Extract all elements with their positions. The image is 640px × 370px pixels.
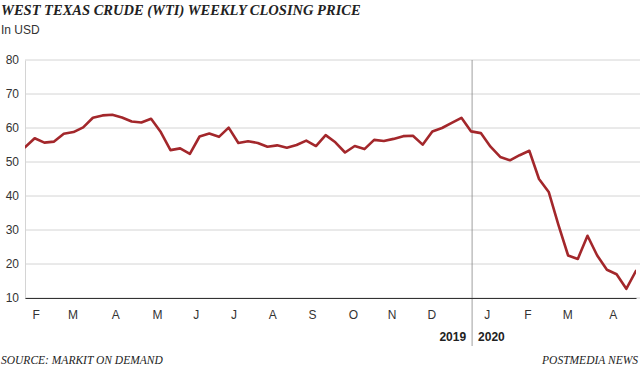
x-tick: J bbox=[193, 298, 199, 322]
source: SOURCE: MARKIT ON DEMAND bbox=[1, 354, 163, 366]
grid bbox=[25, 60, 640, 298]
x-axis-line bbox=[26, 298, 637, 299]
y-tick: 40 bbox=[6, 189, 25, 203]
x-tick: S bbox=[309, 298, 317, 322]
credit: POSTMEDIA NEWS bbox=[541, 354, 638, 366]
price-line bbox=[25, 115, 636, 289]
grid-line bbox=[25, 60, 640, 61]
x-tick: A bbox=[269, 298, 277, 322]
x-tick: M bbox=[563, 298, 573, 322]
grid-line bbox=[25, 230, 640, 231]
y-tick-label: 80 bbox=[6, 53, 20, 67]
x-tick: F bbox=[524, 298, 531, 322]
x-tick: F bbox=[32, 298, 39, 322]
grid-line bbox=[25, 94, 640, 95]
x-tick: O bbox=[349, 298, 358, 322]
y-tick: 20 bbox=[6, 257, 25, 271]
x-tick: J bbox=[231, 298, 237, 322]
x-tick: M bbox=[152, 298, 162, 322]
x-tick-label: O bbox=[349, 308, 358, 322]
plot-marks bbox=[25, 115, 636, 289]
grid-line bbox=[25, 264, 640, 265]
x-tick-label: N bbox=[388, 308, 397, 322]
x-tick-label: M bbox=[563, 308, 573, 322]
x-tick: A bbox=[609, 298, 617, 322]
x-tick-label: A bbox=[112, 308, 120, 322]
y-tick-label: 40 bbox=[6, 189, 20, 203]
y-tick-label: 30 bbox=[6, 223, 20, 237]
chart-subtitle: In USD bbox=[1, 23, 40, 37]
x-tick: J bbox=[484, 298, 490, 322]
x-tick-label: A bbox=[269, 308, 277, 322]
x-tick-label: F bbox=[32, 308, 39, 322]
grid-line bbox=[25, 128, 640, 129]
y-tick: 60 bbox=[6, 121, 25, 135]
x-tick-label: S bbox=[309, 308, 317, 322]
x-tick-label: D bbox=[428, 308, 437, 322]
y-axis-line bbox=[25, 61, 26, 299]
annotations: 2019 2020 bbox=[439, 60, 505, 346]
y-tick-label: 10 bbox=[6, 291, 20, 305]
x-tick-label: J bbox=[193, 308, 199, 322]
y-tick: 30 bbox=[6, 223, 25, 237]
grid-line bbox=[25, 196, 640, 197]
chart-container: WEST TEXAS CRUDE (WTI) WEEKLY CLOSING PR… bbox=[0, 0, 640, 370]
grid-line bbox=[25, 298, 640, 299]
x-tick-label: F bbox=[524, 308, 531, 322]
y-tick-label: 50 bbox=[6, 155, 20, 169]
year-label: 2019 bbox=[439, 330, 466, 344]
year-label: 2020 bbox=[478, 330, 505, 344]
x-tick: N bbox=[388, 298, 397, 322]
y-tick: 70 bbox=[6, 87, 25, 101]
x-tick-label: J bbox=[484, 308, 490, 322]
y-tick-label: 60 bbox=[6, 121, 20, 135]
x-tick-label: A bbox=[609, 308, 617, 322]
y-tick: 80 bbox=[6, 53, 25, 67]
x-tick-label: J bbox=[231, 308, 237, 322]
chart-svg: WEST TEXAS CRUDE (WTI) WEEKLY CLOSING PR… bbox=[0, 0, 640, 370]
x-tick: D bbox=[428, 298, 437, 322]
year-divider bbox=[472, 60, 473, 346]
x-tick: A bbox=[112, 298, 120, 322]
y-axis: 10 20 30 40 50 60 70 80 bbox=[6, 53, 26, 305]
y-tick-label: 70 bbox=[6, 87, 20, 101]
chart-title: WEST TEXAS CRUDE (WTI) WEEKLY CLOSING PR… bbox=[1, 2, 361, 19]
y-tick: 50 bbox=[6, 155, 25, 169]
x-tick: M bbox=[68, 298, 78, 322]
x-tick-label: M bbox=[68, 308, 78, 322]
y-tick-label: 20 bbox=[6, 257, 20, 271]
x-axis: FMAMJJASONDJFMA bbox=[26, 298, 637, 322]
y-tick: 10 bbox=[6, 291, 25, 305]
x-tick-label: M bbox=[152, 308, 162, 322]
grid-line bbox=[25, 162, 640, 163]
